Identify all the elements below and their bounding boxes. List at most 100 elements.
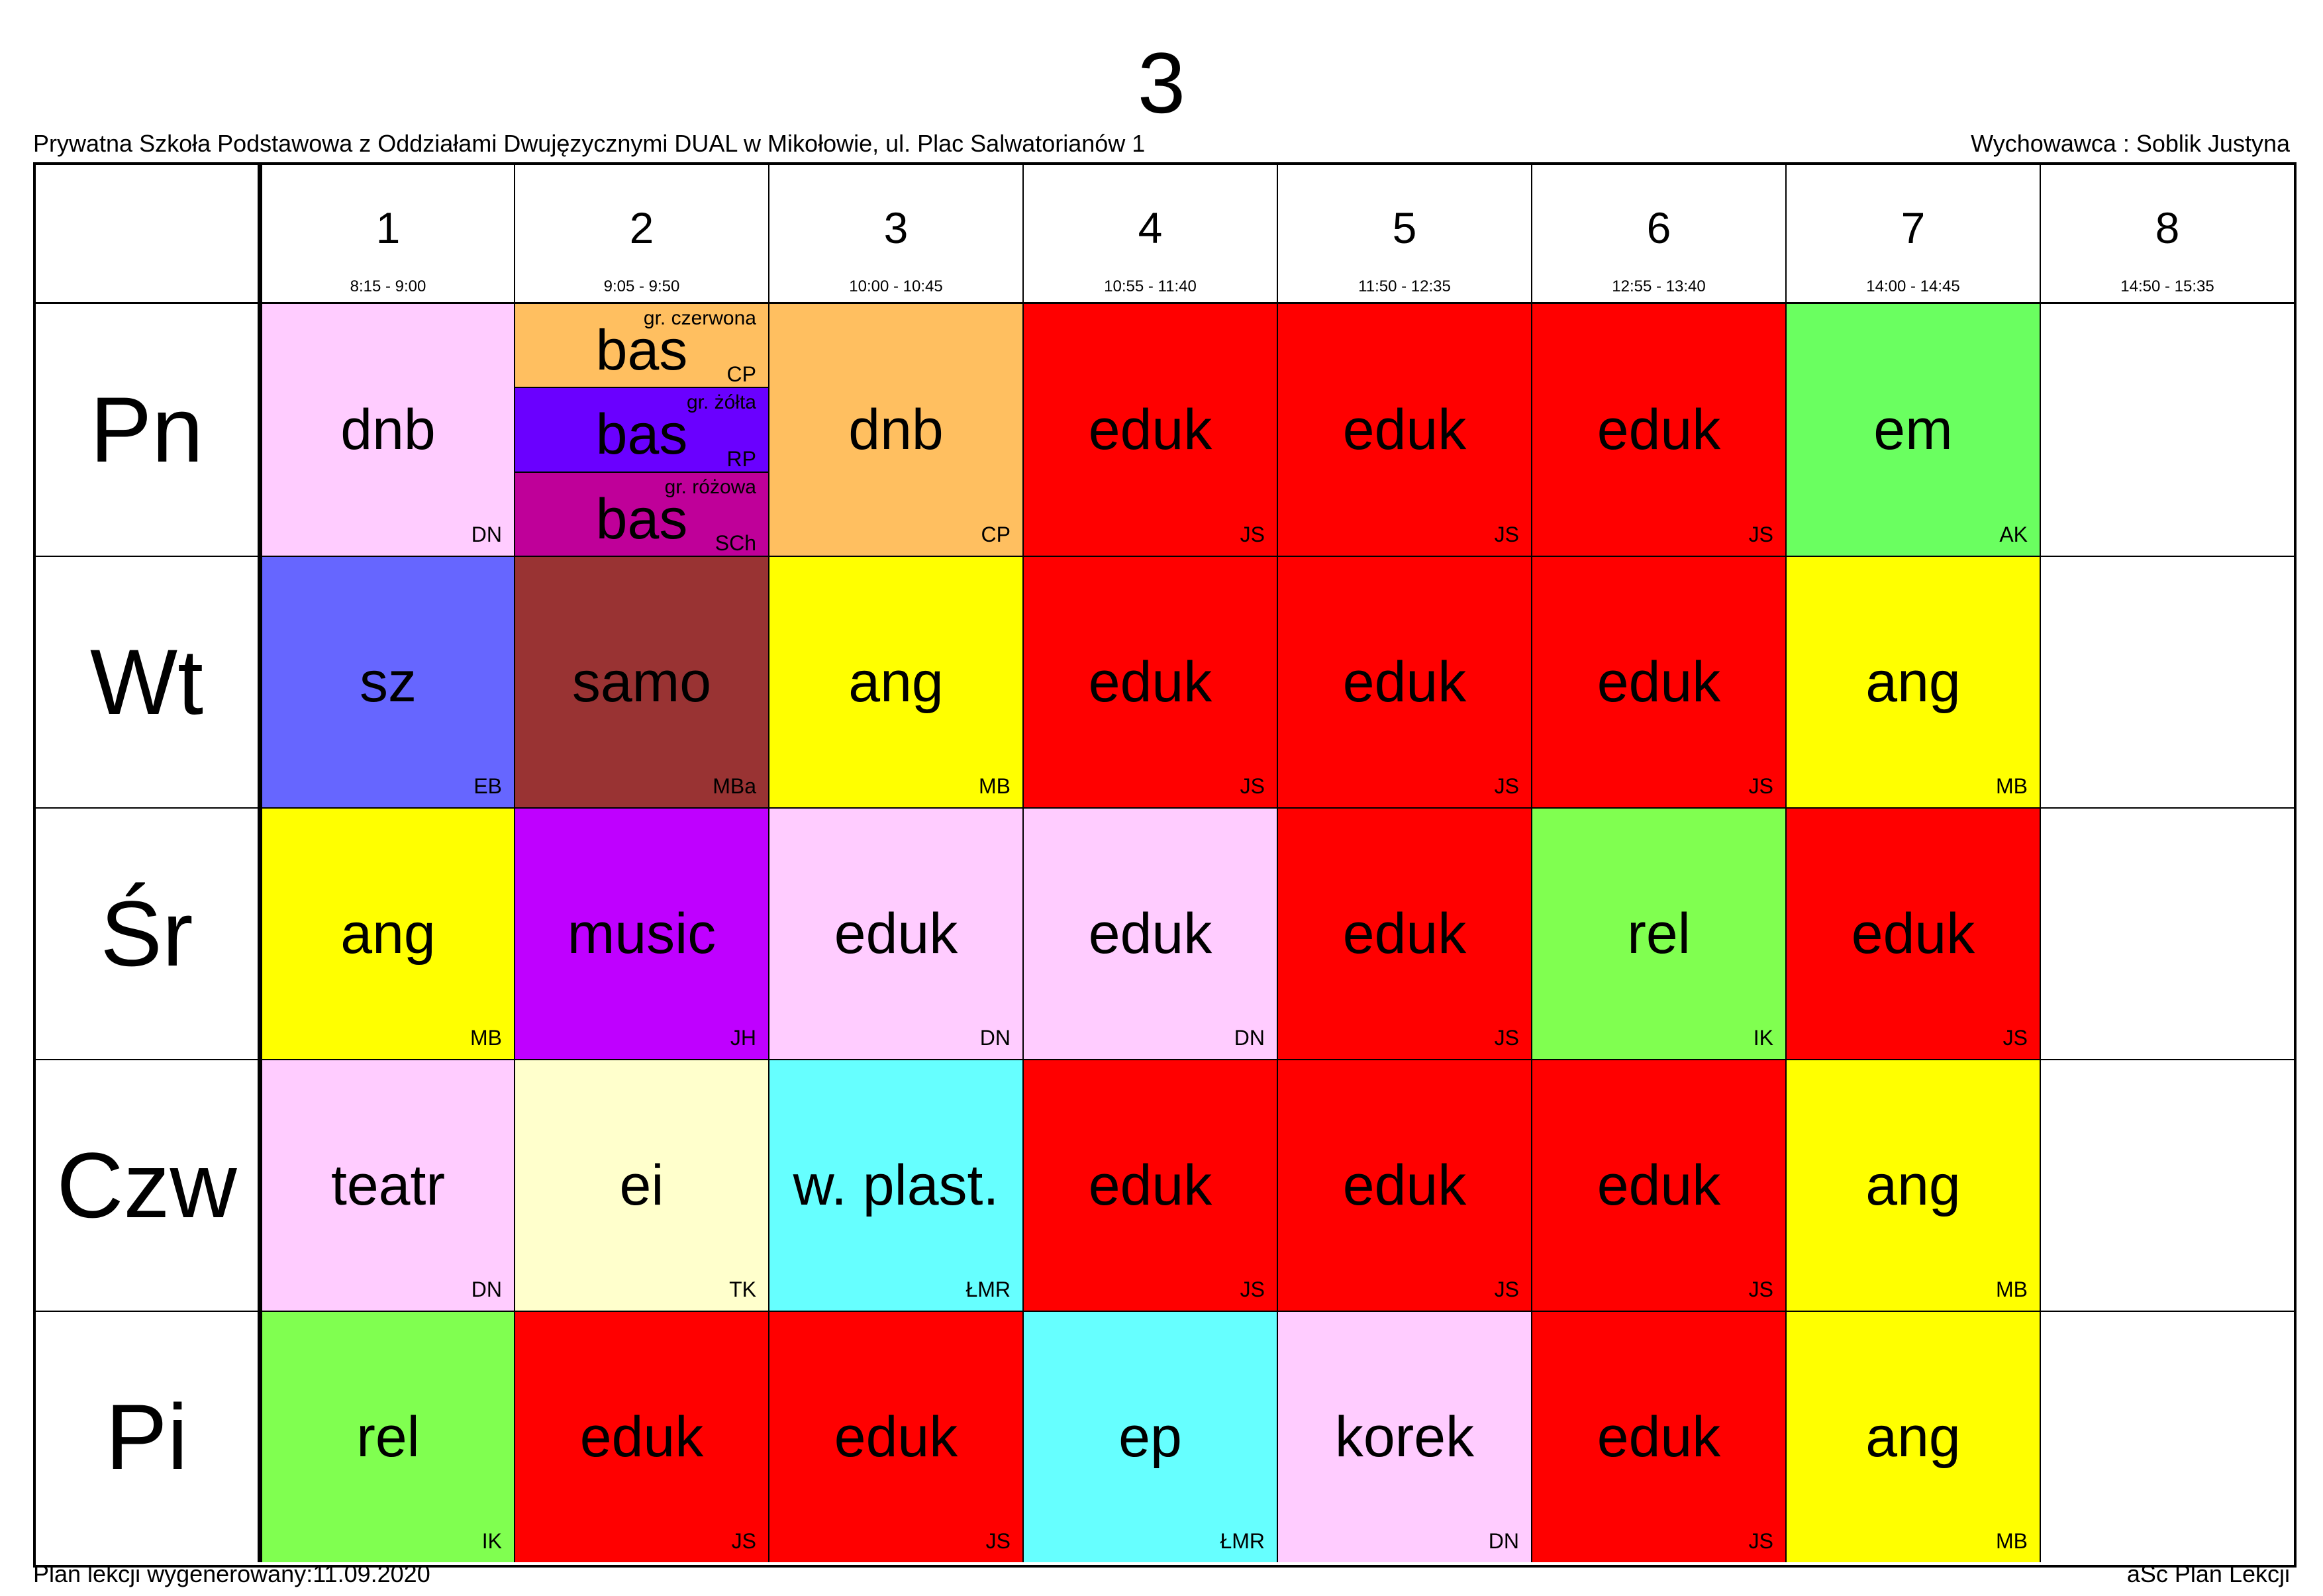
lesson-teacher: DN: [979, 1026, 1011, 1050]
group-lesson[interactable]: bas gr. różowa SCh: [515, 471, 768, 556]
lesson-cell[interactable]: eduk JS: [768, 1311, 1022, 1562]
lesson-cell[interactable]: eduk JS: [1785, 807, 2040, 1059]
lesson-teacher: TK: [729, 1277, 756, 1301]
lesson-cell[interactable]: dnb DN: [260, 304, 514, 556]
lesson-teacher: DN: [471, 1277, 502, 1301]
period-number: 5: [1392, 203, 1417, 252]
group-lesson[interactable]: bas gr. żółta RP: [515, 387, 768, 472]
lesson-subject: ang: [1865, 1405, 1961, 1469]
lesson-cell[interactable]: music JH: [514, 807, 768, 1059]
lesson-cell[interactable]: eduk JS: [1277, 807, 1531, 1059]
period-time: 14:00 - 14:45: [1866, 277, 1960, 295]
lesson-cell[interactable]: ep ŁMR: [1022, 1311, 1277, 1562]
lesson-cell[interactable]: eduk JS: [1022, 304, 1277, 556]
lesson-cell[interactable]: eduk JS: [1022, 556, 1277, 807]
lesson-teacher: CP: [981, 523, 1011, 546]
lesson-subject: eduk: [834, 1405, 958, 1469]
lesson-subject: eduk: [1088, 902, 1212, 966]
lesson-subject: teatr: [330, 1154, 446, 1217]
school-name: Prywatna Szkoła Podstawowa z Oddziałami …: [33, 130, 1146, 157]
lesson-subject: eduk: [1088, 650, 1212, 714]
lesson-subject: eduk: [1851, 902, 1975, 966]
lesson-subject: rel: [356, 1405, 420, 1469]
lesson-teacher: JS: [1240, 1277, 1265, 1301]
lesson-cell[interactable]: eduk JS: [1531, 1059, 1785, 1311]
lesson-subject: eduk: [1088, 398, 1212, 462]
lesson-cell[interactable]: ang MB: [1785, 1311, 2040, 1562]
generated-date: Plan lekcji wygenerowany:11.09.2020: [33, 1560, 430, 1587]
period-time: 9:05 - 9:50: [603, 277, 680, 295]
lesson-cell[interactable]: dnb CP: [768, 304, 1022, 556]
class-tutor: Wychowawca : Soblik Justyna: [1971, 130, 2290, 157]
lesson-cell[interactable]: em AK: [1785, 304, 2040, 556]
lesson-teacher: MB: [1996, 774, 2028, 798]
empty-cell: [2040, 304, 2294, 556]
lesson-teacher: JS: [1240, 523, 1265, 546]
lesson-cell[interactable]: korek DN: [1277, 1311, 1531, 1562]
lesson-teacher: JS: [1748, 1277, 1773, 1301]
group-name: gr. żółta: [686, 391, 756, 414]
lesson-subject: ang: [340, 902, 436, 966]
lesson-cell[interactable]: sz EB: [260, 556, 514, 807]
lesson-cell[interactable]: eduk JS: [1277, 1059, 1531, 1311]
day-label: Pi: [36, 1311, 260, 1562]
lesson-subject: em: [1873, 398, 1953, 462]
lesson-subject: ei: [619, 1154, 664, 1217]
period-number: 4: [1138, 203, 1163, 252]
period-time: 11:50 - 12:35: [1358, 277, 1451, 295]
grid-corner: [36, 165, 260, 304]
period-number: 7: [1901, 203, 1926, 252]
day-label: Pn: [36, 304, 260, 556]
day-label: Wt: [36, 556, 260, 807]
lesson-subject: eduk: [1342, 1154, 1467, 1217]
period-number: 8: [2155, 203, 2180, 252]
lesson-cell-split[interactable]: bas gr. czerwona CP bas gr. żółta RP bas gr. ró…: [514, 304, 768, 556]
lesson-cell[interactable]: w. plast. ŁMR: [768, 1059, 1022, 1311]
lesson-cell[interactable]: teatr DN: [260, 1059, 514, 1311]
period-time: 10:55 - 11:40: [1104, 277, 1197, 295]
lesson-cell[interactable]: rel IK: [260, 1311, 514, 1562]
lesson-cell[interactable]: eduk JS: [514, 1311, 768, 1562]
lesson-teacher: JS: [985, 1529, 1011, 1553]
empty-cell: [2040, 1059, 2294, 1311]
lesson-cell[interactable]: ei TK: [514, 1059, 768, 1311]
lesson-teacher: CP: [726, 362, 756, 387]
lesson-teacher: DN: [1488, 1529, 1519, 1553]
lesson-teacher: JS: [1494, 774, 1519, 798]
software-name: aSc Plan Lekcji: [2126, 1560, 2290, 1587]
lesson-cell[interactable]: eduk JS: [1531, 1311, 1785, 1562]
lesson-cell[interactable]: rel IK: [1531, 807, 1785, 1059]
lesson-teacher: MB: [1996, 1529, 2028, 1553]
lesson-teacher: DN: [471, 523, 502, 546]
lesson-cell[interactable]: eduk JS: [1531, 556, 1785, 807]
lesson-subject: bas: [595, 403, 688, 467]
group-lesson[interactable]: bas gr. czerwona CP: [515, 304, 768, 387]
lesson-cell[interactable]: eduk DN: [1022, 807, 1277, 1059]
lesson-cell[interactable]: ang MB: [260, 807, 514, 1059]
lesson-subject: w. plast.: [793, 1154, 999, 1217]
lesson-cell[interactable]: eduk JS: [1277, 556, 1531, 807]
lesson-cell[interactable]: ang MB: [768, 556, 1022, 807]
lesson-subject: eduk: [1597, 650, 1721, 714]
lesson-cell[interactable]: eduk JS: [1022, 1059, 1277, 1311]
lesson-subject: sz: [360, 650, 417, 714]
lesson-teacher: ŁMR: [965, 1277, 1011, 1301]
lesson-teacher: JS: [731, 1529, 756, 1553]
lesson-cell[interactable]: eduk DN: [768, 807, 1022, 1059]
lesson-teacher: SCh: [715, 530, 756, 555]
lesson-cell[interactable]: ang MB: [1785, 1059, 2040, 1311]
lesson-cell[interactable]: samo MBa: [514, 556, 768, 807]
lesson-teacher: MB: [979, 774, 1011, 798]
lesson-teacher: EB: [473, 774, 502, 798]
lesson-teacher: MBa: [713, 774, 756, 798]
lesson-cell[interactable]: eduk JS: [1531, 304, 1785, 556]
period-number: 6: [1646, 203, 1671, 252]
lesson-teacher: MB: [1996, 1277, 2028, 1301]
lesson-cell[interactable]: ang MB: [1785, 556, 2040, 807]
lesson-teacher: JS: [1494, 1026, 1519, 1050]
lesson-subject: eduk: [834, 902, 958, 966]
lesson-cell[interactable]: eduk JS: [1277, 304, 1531, 556]
lesson-subject: eduk: [1597, 1154, 1721, 1217]
lesson-subject: eduk: [1342, 650, 1467, 714]
lesson-teacher: JS: [1494, 523, 1519, 546]
